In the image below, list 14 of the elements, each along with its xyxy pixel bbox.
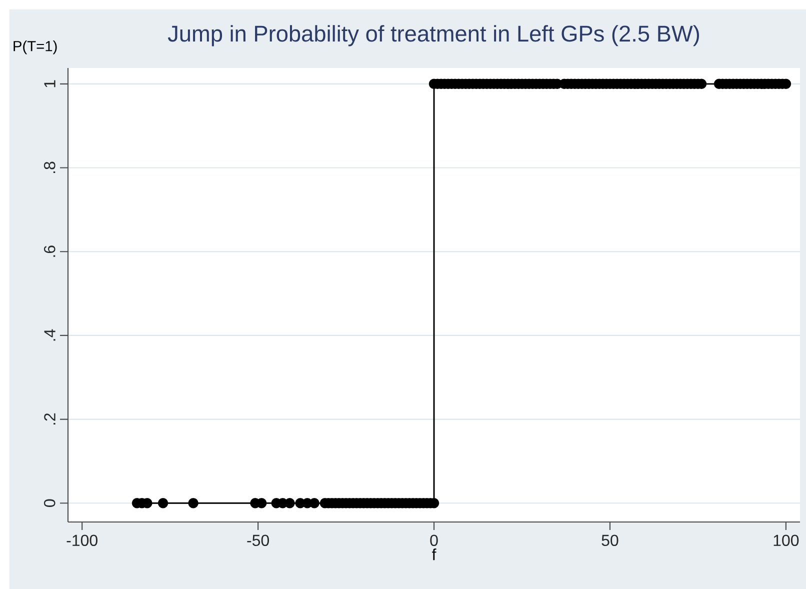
x-tick-label: -50 (247, 534, 269, 546)
x-axis-title: f (432, 548, 436, 560)
y-tick-label: .2 (44, 413, 56, 424)
x-tick-label: -100 (66, 534, 98, 546)
y-tick-label: .8 (44, 162, 56, 173)
x-tick-label: 50 (602, 534, 618, 546)
y-tick-label: .4 (44, 329, 56, 341)
y-axis-title: P(T=1) (14, 40, 57, 54)
chart-title: Jump in Probability of treatment in Left GPs (2.5 BW) (168, 25, 699, 46)
y-tick-label: 1 (44, 80, 56, 88)
x-tick-label: 100 (774, 534, 799, 546)
x-tick-label: 0 (430, 534, 438, 546)
y-tick-label: .6 (44, 246, 56, 257)
y-tick-label: 0 (44, 499, 56, 507)
